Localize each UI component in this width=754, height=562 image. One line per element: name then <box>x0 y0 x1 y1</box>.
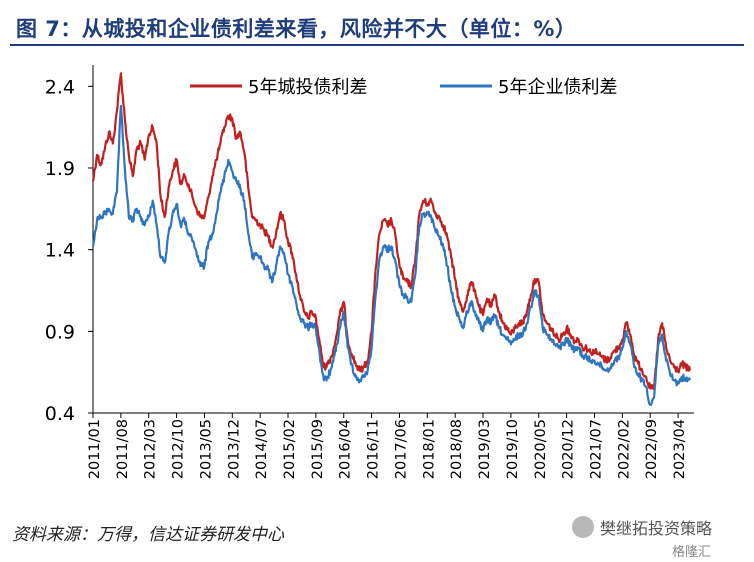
x-tick-label: 2015/09 <box>310 419 326 479</box>
x-tick-label: 2013/05 <box>198 419 214 479</box>
x-tick-label: 2023/04 <box>672 419 688 479</box>
spread-line-chart: 0.40.91.41.92.4 2011/01 2011/08 2012/03 201… <box>45 65 694 479</box>
source-note: 资料来源：万得，信达证券研发中心 <box>12 525 284 545</box>
x-axis: 2011/01 2011/08 2012/03 2012/10 2013/05 2013/… <box>87 412 694 479</box>
legend-label: 5年企业债利差 <box>498 77 617 98</box>
x-tick-label: 2012/03 <box>143 419 159 479</box>
x-tick-label: 2019/10 <box>505 419 521 479</box>
x-tick-label: 2016/04 <box>338 419 354 479</box>
x-tick-label: 2020/05 <box>533 419 549 479</box>
series-layer <box>91 72 692 406</box>
x-tick-label: 2011/08 <box>115 419 131 479</box>
y-tick-label: 1.4 <box>45 240 75 262</box>
y-tick-label: 0.4 <box>45 403 75 425</box>
x-tick-label: 2017/06 <box>393 419 409 479</box>
x-tick-label: 2014/07 <box>254 419 270 479</box>
title-bar: 图 7：从城投和企业债利差来看，风险并不大（单位：%） <box>10 8 744 46</box>
x-tick-label: 2016/11 <box>366 419 382 479</box>
x-tick-label: 2012/10 <box>171 419 187 479</box>
x-tick-label: 2011/01 <box>87 419 103 479</box>
y-tick-label: 2.4 <box>45 76 75 98</box>
x-tick-label: 2022/09 <box>644 419 660 479</box>
y-tick-label: 0.9 <box>45 321 75 343</box>
x-tick-label: 2020/12 <box>561 419 577 479</box>
watermark-logo: 格隆汇 <box>672 545 712 560</box>
x-tick-label: 2013/12 <box>226 419 242 479</box>
watermark-text: 樊继拓投资策略 <box>600 519 713 538</box>
legend-label: 5年城投债利差 <box>248 77 367 98</box>
x-tick-label: 2021/07 <box>588 419 604 479</box>
watermark-badge-icon <box>572 516 594 538</box>
x-tick-label: 2022/02 <box>616 419 632 479</box>
figure-title: 图 7：从城投和企业债利差来看，风险并不大（单位：%） <box>16 17 577 41</box>
x-tick-label: 2018/08 <box>449 419 465 479</box>
series-line-corporate <box>91 104 692 406</box>
y-tick-label: 1.9 <box>45 158 75 180</box>
y-axis: 0.4 0.9 1.4 1.9 2.4 <box>45 65 94 425</box>
legend: 5年城投债利差 5年企业债利差 <box>190 77 617 98</box>
x-tick-label: 2015/02 <box>282 419 298 479</box>
series-line-chengtou <box>91 72 692 390</box>
x-tick-label: 2019/03 <box>477 419 493 479</box>
x-tick-label: 2018/01 <box>421 419 437 479</box>
